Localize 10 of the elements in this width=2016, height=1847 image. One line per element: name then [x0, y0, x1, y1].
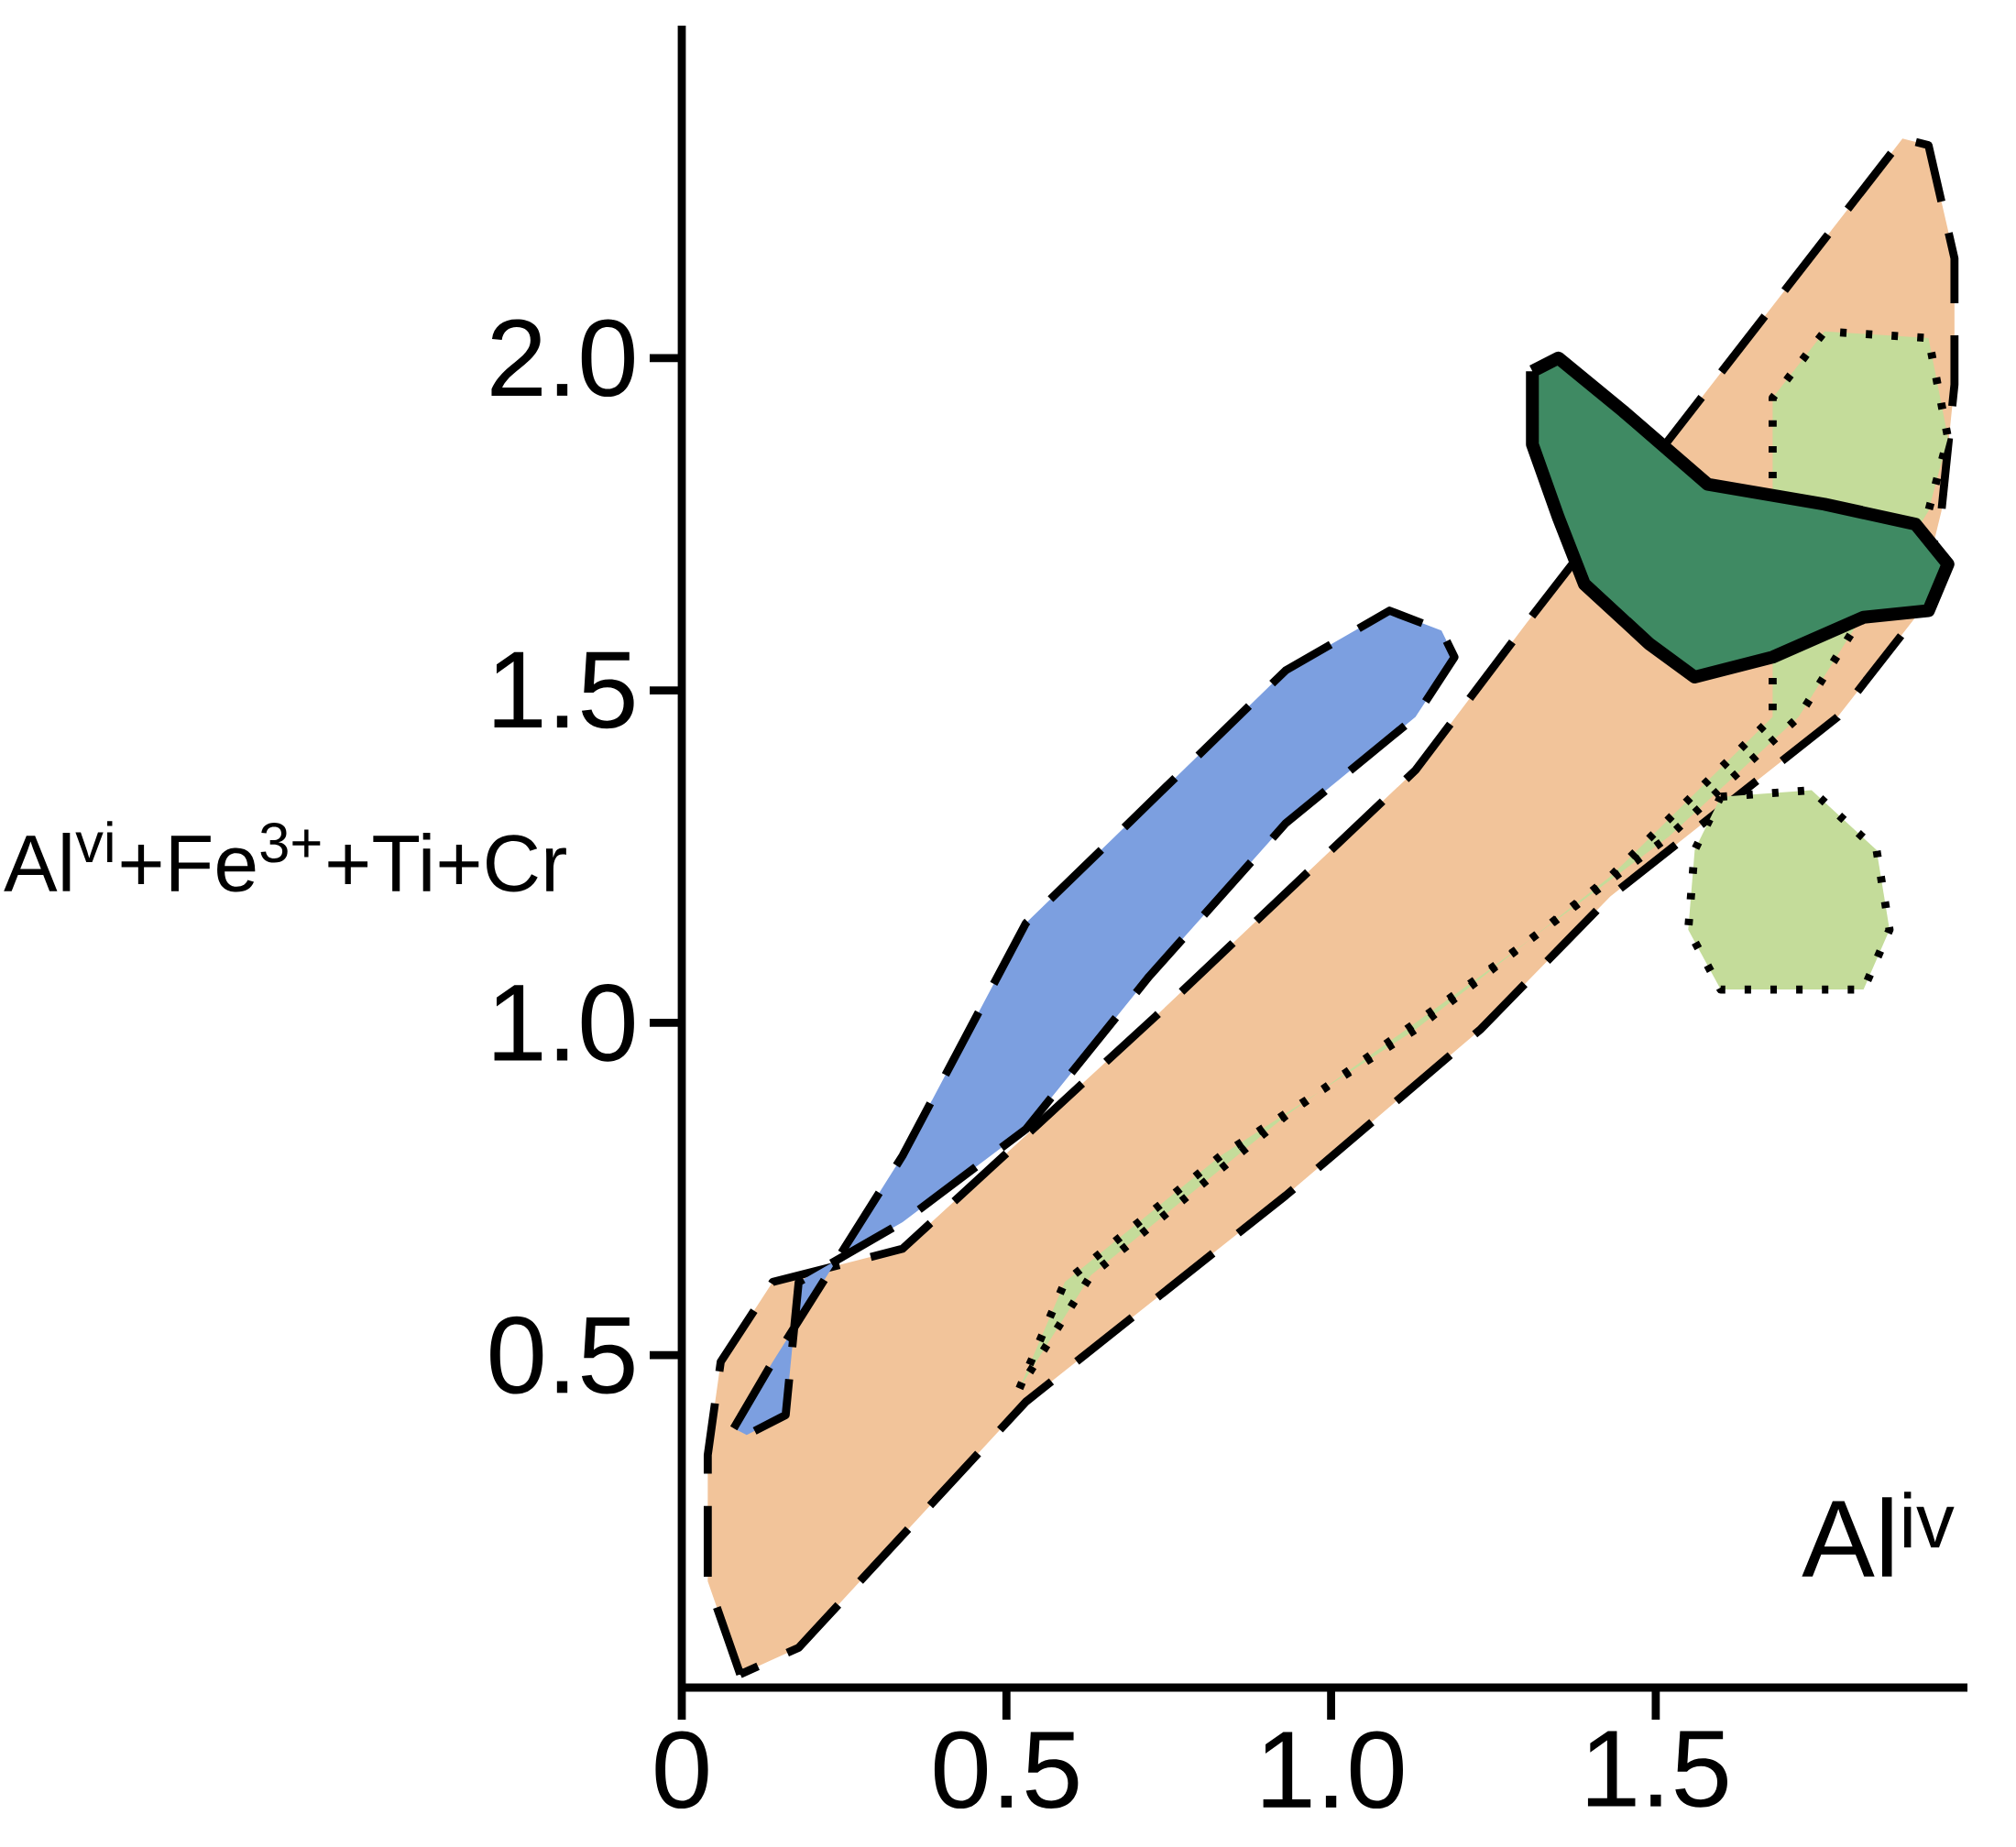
x-tick-label: 1.5	[1587, 1731, 1727, 1808]
y-tick-label: 1.5	[494, 651, 634, 729]
x-axis-title: Al$^{iv}$	[1802, 1492, 1955, 1577]
y-tick-label: 0.5	[490, 1316, 634, 1394]
y-tick-label: 1.0	[494, 984, 634, 1062]
x-tick-label: 1.0	[1263, 1731, 1403, 1809]
x-tick-label: 0	[655, 1731, 708, 1809]
x-tick-label: 0.5	[934, 1731, 1079, 1809]
y-axis-title: Al$^{vi}$+Fe$^{3+}$+Ti+Cr	[4, 821, 566, 892]
y-tick-label: 2.0	[491, 319, 634, 398]
